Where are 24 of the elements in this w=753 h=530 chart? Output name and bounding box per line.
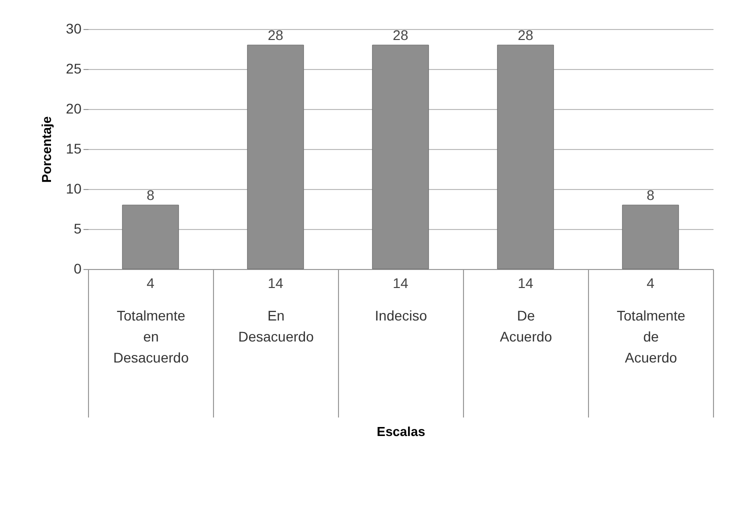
y-tick-label: 5 — [74, 220, 82, 236]
y-tick-label: 25 — [66, 60, 82, 76]
x-axis-title: Escalas — [376, 424, 426, 439]
y-tick-label: 0 — [74, 260, 82, 276]
text: 14 — [392, 275, 408, 291]
y-tick-label: 30 — [66, 20, 82, 36]
data-label: 8 — [146, 187, 155, 203]
text: 14 — [268, 275, 284, 291]
x-tick-label: Totalmente en Desacuerdo — [113, 308, 189, 366]
data-label: 28 — [518, 27, 534, 43]
data-label: 28 — [392, 27, 408, 43]
x-tick-label: Totalmente de Acuerdo — [616, 308, 686, 366]
x-tick-label: De Acuerdo — [500, 308, 552, 344]
y-tick-label: 10 — [66, 180, 82, 196]
data-label: 8 — [646, 187, 655, 203]
x-tick-label: En Desacuerdo — [238, 308, 314, 344]
x-tick-label: Indeciso — [374, 308, 428, 324]
text: 4 — [646, 275, 655, 291]
data-label: 28 — [268, 27, 284, 43]
y-axis-title: Porcentaje — [38, 116, 54, 183]
text: 4 — [146, 275, 155, 291]
y-tick-label: 15 — [66, 140, 82, 156]
y-tick-label: 20 — [66, 100, 82, 116]
text: 14 — [518, 275, 534, 291]
